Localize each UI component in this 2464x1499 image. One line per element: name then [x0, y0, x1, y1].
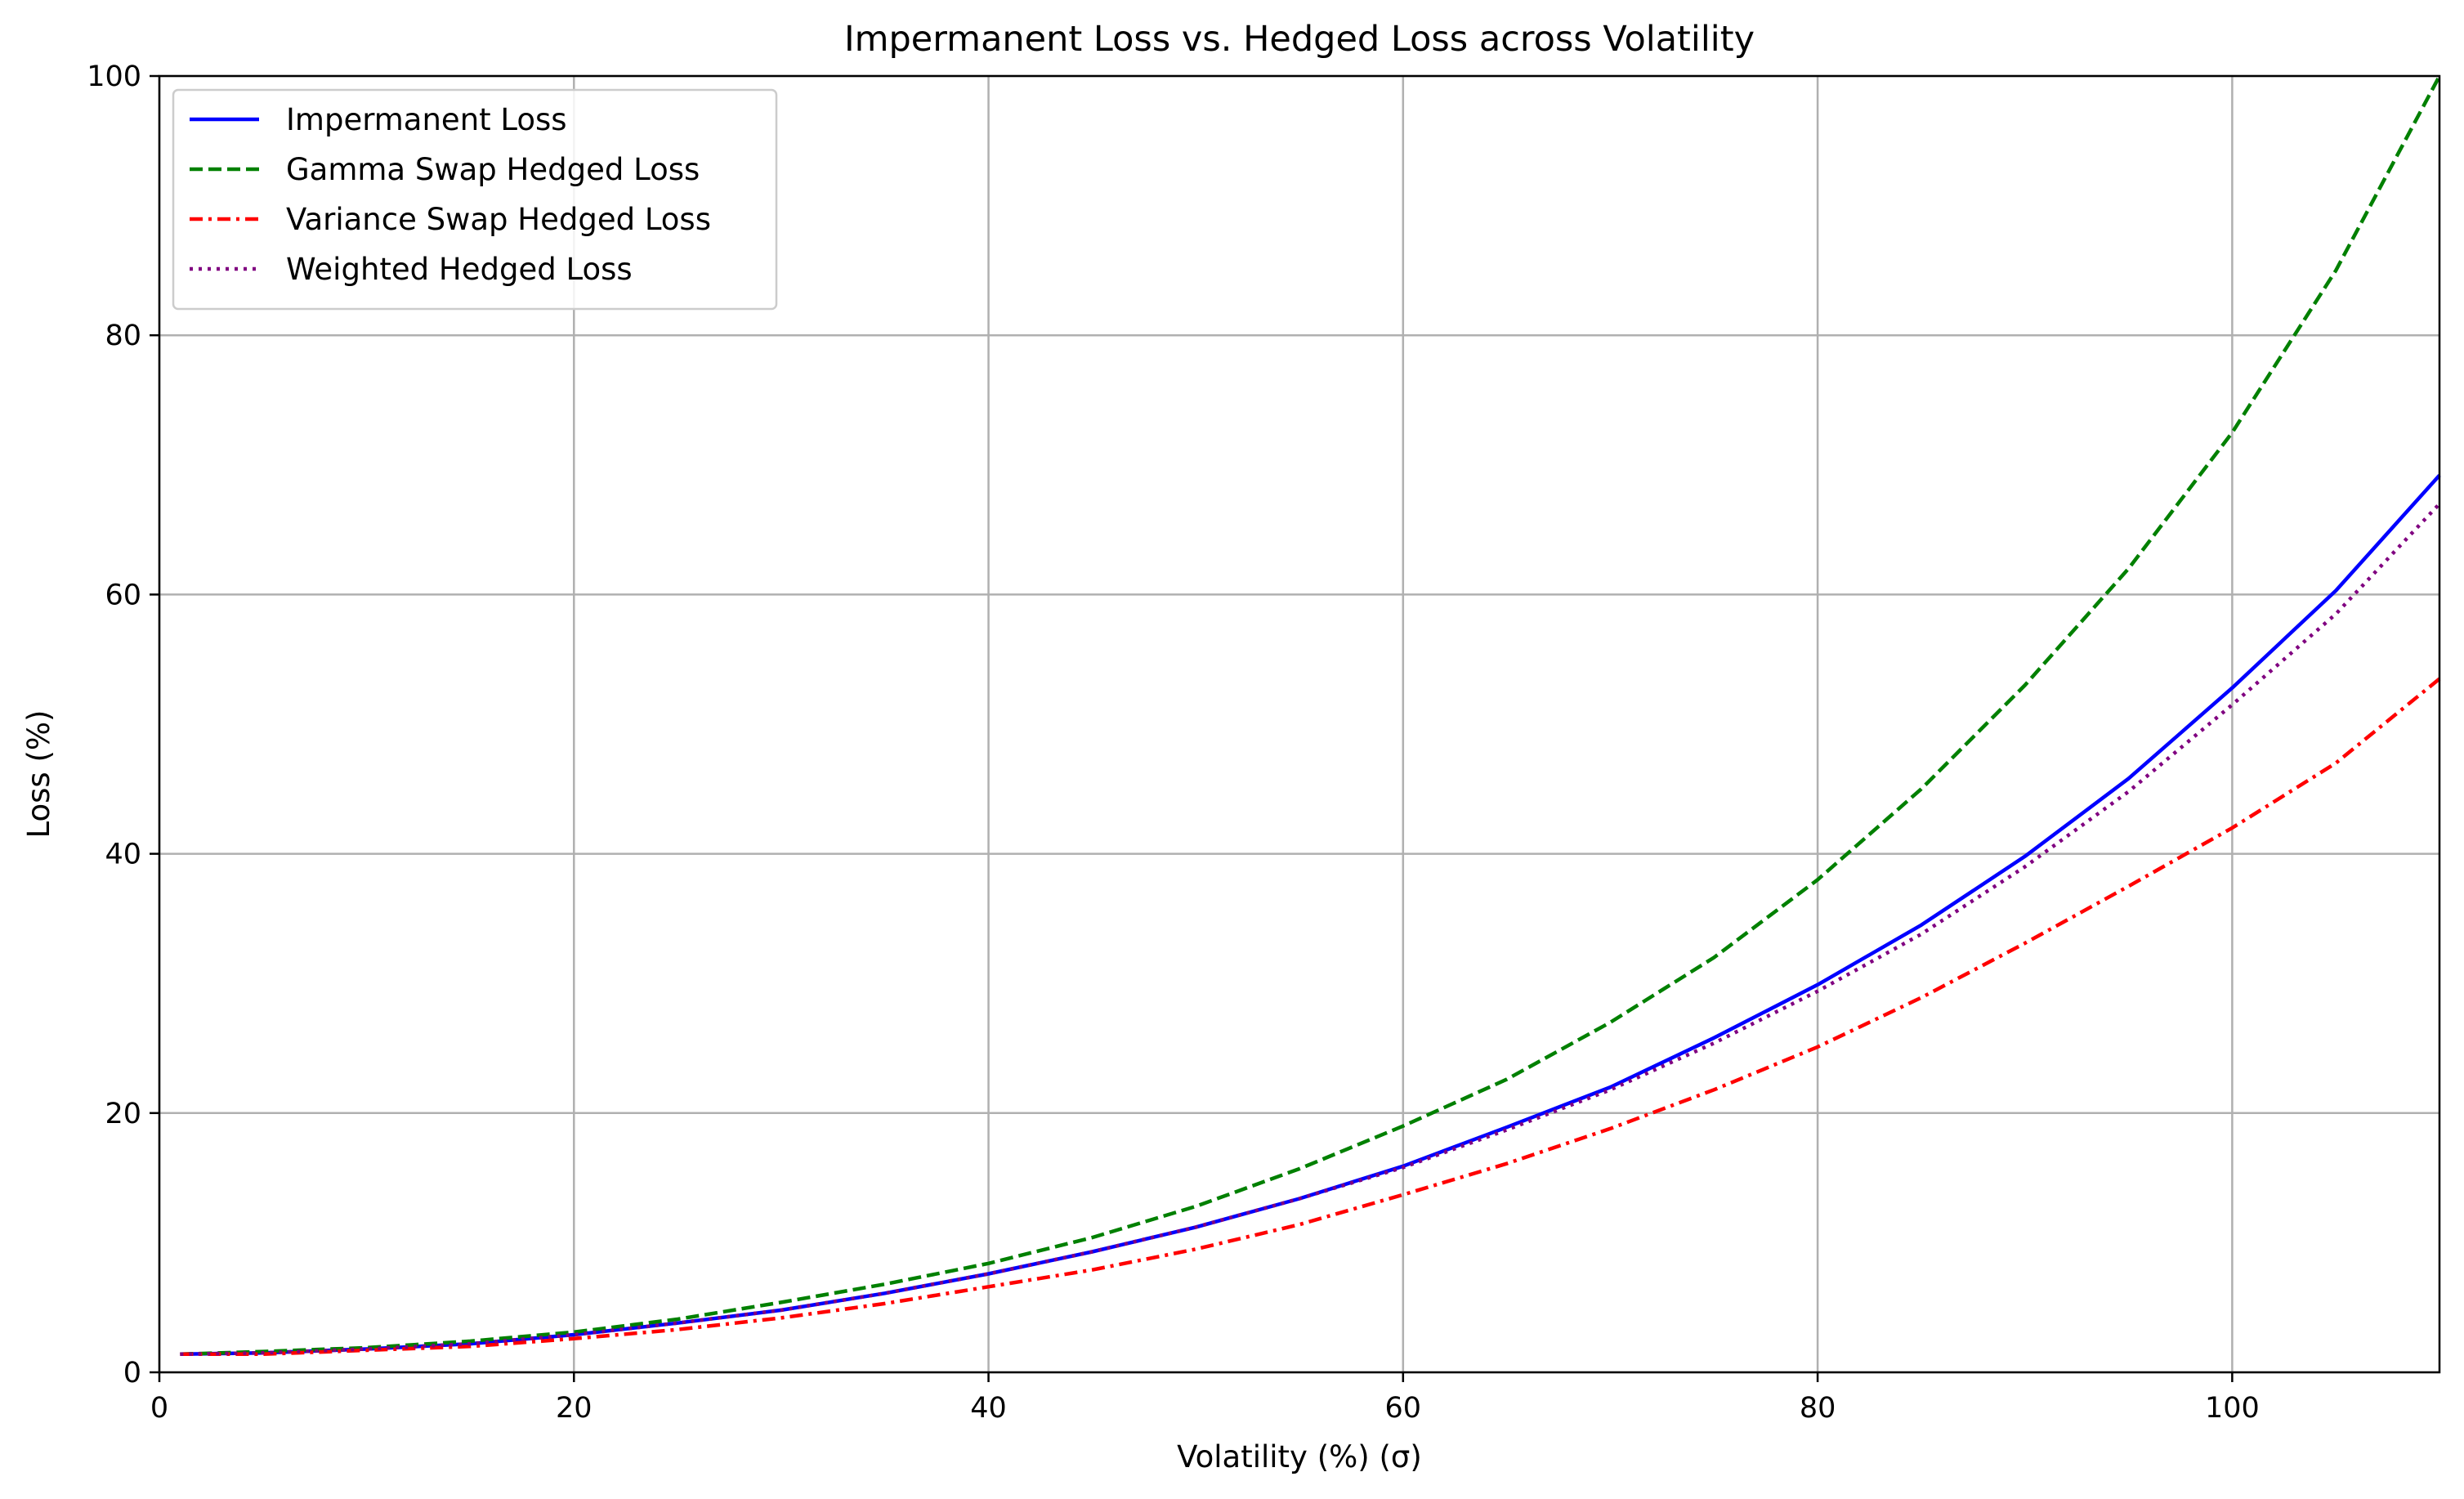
y-axis-ticks: 0 20 40 60 80 100 — [87, 60, 159, 1389]
x-tick-label: 40 — [970, 1392, 1007, 1425]
legend-label: Variance Swap Hedged Loss — [286, 202, 711, 237]
chart-title: Impermanent Loss vs. Hedged Loss across … — [844, 19, 1755, 60]
x-axis-label: Volatility (%) (σ) — [1177, 1439, 1422, 1474]
y-tick-label: 80 — [105, 320, 141, 352]
y-tick-label: 60 — [105, 579, 141, 611]
x-tick-label: 60 — [1385, 1392, 1422, 1425]
x-tick-label: 0 — [150, 1392, 168, 1425]
y-tick-label: 20 — [105, 1098, 141, 1130]
y-tick-label: 40 — [105, 839, 141, 871]
y-axis-label: Loss (%) — [21, 710, 56, 839]
legend: Impermanent Loss Gamma Swap Hedged Loss Va… — [172, 88, 778, 311]
legend-label: Weighted Hedged Loss — [286, 252, 633, 287]
x-tick-label: 20 — [556, 1392, 593, 1425]
y-tick-label: 0 — [123, 1357, 141, 1389]
y-tick-label: 100 — [87, 60, 141, 93]
series-line-gamma-swap-hedged-loss — [180, 74, 2441, 1357]
series-line-weighted-hedged-loss — [180, 502, 2441, 1357]
x-tick-label: 80 — [1800, 1392, 1836, 1425]
legend-label: Impermanent Loss — [286, 102, 567, 137]
x-tick-label: 100 — [2205, 1392, 2260, 1425]
plot-frame — [158, 74, 2441, 1374]
legend-label: Gamma Swap Hedged Loss — [286, 152, 700, 187]
legend-frame — [172, 88, 778, 311]
series-line-variance-swap-hedged-loss — [180, 677, 2441, 1357]
series-lines — [180, 74, 2441, 1357]
x-axis-ticks: 0 20 40 60 80 100 — [150, 1372, 2260, 1425]
